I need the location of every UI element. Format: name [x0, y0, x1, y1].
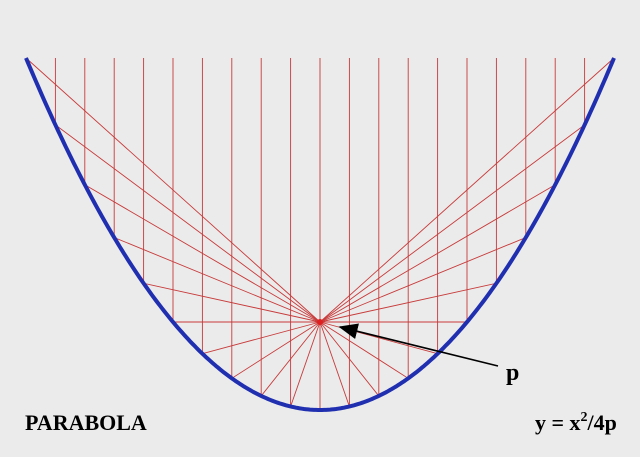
- ray: [319, 57, 615, 323]
- equation: y = x2/4p: [535, 410, 617, 435]
- title: PARABOLA: [25, 410, 147, 435]
- focus-arrow: [338, 323, 499, 367]
- equation-exponent: 2: [581, 410, 588, 425]
- focus-label: p: [506, 360, 519, 386]
- parabola-curve: [24, 57, 616, 412]
- equation-base: y = x: [535, 410, 581, 435]
- equation-rest: /4p: [587, 410, 617, 435]
- focus-point: [317, 319, 323, 325]
